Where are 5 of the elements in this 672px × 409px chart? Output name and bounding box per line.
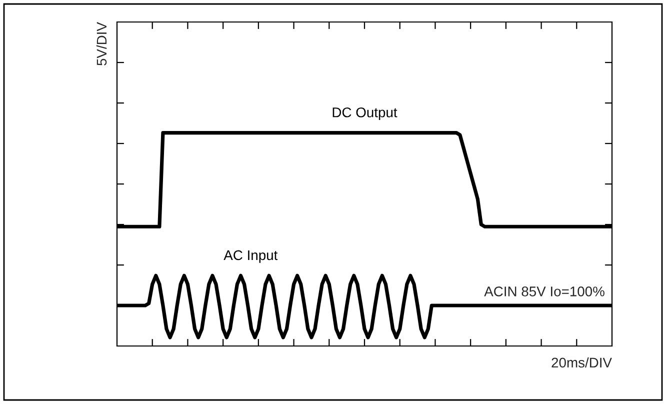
- y-axis-title: 5V/DIV: [96, 22, 107, 66]
- series-label: AC Input: [224, 250, 278, 263]
- x-axis-title: 20ms/DIV: [552, 357, 612, 368]
- annotation: ACIN 85V Io=100%: [484, 286, 604, 296]
- series-label: DC Output: [332, 107, 398, 120]
